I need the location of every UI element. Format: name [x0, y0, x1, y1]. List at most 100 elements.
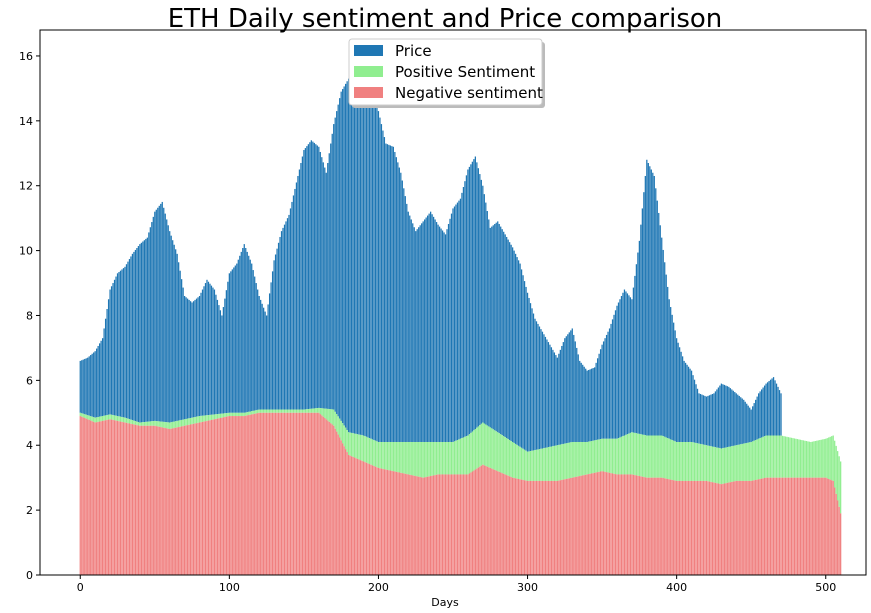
positive-sentiment-bar	[817, 440, 819, 478]
positive-sentiment-bar	[680, 441, 682, 481]
price-bar	[596, 358, 599, 440]
positive-sentiment-bar	[741, 443, 743, 481]
negative-sentiment-bar	[725, 483, 727, 575]
price-bar	[564, 338, 566, 444]
positive-sentiment-bar	[161, 421, 163, 428]
positive-sentiment-bar	[175, 421, 177, 428]
negative-sentiment-bar	[182, 426, 184, 575]
positive-sentiment-bar	[333, 409, 335, 426]
negative-sentiment-bar	[175, 427, 177, 575]
positive-sentiment-bar	[777, 435, 779, 478]
positive-sentiment-bar	[389, 441, 392, 471]
price-bar	[88, 356, 90, 416]
positive-sentiment-bar	[449, 441, 451, 475]
price-bar	[342, 89, 344, 424]
price-bar	[716, 389, 718, 448]
negative-sentiment-bar	[820, 477, 822, 575]
negative-sentiment-bar	[492, 469, 494, 575]
negative-sentiment-bar	[655, 477, 657, 575]
price-bar	[397, 162, 399, 442]
positive-sentiment-bar	[155, 421, 157, 427]
price-bar	[315, 144, 317, 409]
price-bar	[231, 269, 233, 413]
positive-sentiment-bar	[556, 445, 559, 481]
negative-sentiment-bar	[322, 416, 324, 575]
positive-sentiment-bar	[285, 409, 287, 413]
price-bar	[665, 274, 667, 438]
price-bar	[619, 299, 621, 438]
positive-sentiment-bar	[392, 441, 394, 472]
price-bar	[562, 342, 564, 444]
negative-sentiment-bar	[234, 416, 236, 575]
price-bar	[617, 302, 620, 439]
positive-sentiment-bar	[546, 447, 548, 481]
price-bar	[576, 347, 578, 442]
price-bar	[310, 140, 312, 409]
positive-sentiment-bar	[100, 416, 102, 422]
price-bar	[446, 229, 448, 442]
price-bar	[658, 212, 660, 436]
positive-sentiment-bar	[826, 438, 828, 479]
positive-sentiment-bar	[705, 445, 708, 481]
price-bar	[673, 322, 675, 441]
negative-sentiment-bar	[646, 477, 648, 575]
positive-sentiment-bar	[410, 441, 412, 476]
negative-sentiment-bar	[374, 466, 377, 575]
positive-sentiment-bar	[534, 450, 536, 481]
negative-sentiment-bar	[729, 482, 731, 575]
negative-sentiment-bar	[678, 480, 681, 575]
positive-sentiment-bar	[419, 441, 421, 478]
positive-sentiment-bar	[136, 421, 138, 426]
positive-sentiment-bar	[212, 414, 214, 420]
price-bar	[431, 214, 433, 442]
positive-sentiment-bar	[228, 412, 230, 417]
negative-sentiment-bar	[330, 423, 332, 575]
negative-sentiment-bar	[85, 418, 87, 575]
positive-sentiment-bar	[774, 435, 776, 478]
negative-sentiment-bar	[543, 480, 545, 575]
price-bar	[228, 273, 230, 413]
price-bar	[731, 389, 733, 447]
positive-sentiment-bar	[248, 411, 250, 416]
negative-sentiment-bar	[365, 462, 368, 575]
positive-sentiment-bar	[358, 434, 360, 460]
positive-sentiment-bar	[356, 434, 359, 459]
price-bar	[109, 289, 111, 415]
price-bar	[161, 201, 163, 422]
negative-sentiment-bar	[453, 474, 456, 575]
negative-sentiment-bar	[128, 423, 131, 575]
negative-sentiment-bar	[640, 476, 642, 575]
positive-sentiment-bar	[192, 417, 195, 424]
price-bar	[759, 391, 761, 439]
price-bar	[200, 292, 202, 416]
positive-sentiment-bar	[801, 440, 803, 478]
price-bar	[468, 166, 471, 435]
price-bar	[729, 388, 731, 447]
price-bar	[300, 163, 302, 410]
negative-sentiment-bar	[705, 480, 708, 575]
negative-sentiment-bar	[115, 420, 117, 575]
positive-sentiment-bar	[131, 420, 134, 425]
positive-sentiment-bar	[678, 441, 681, 481]
positive-sentiment-bar	[807, 441, 809, 478]
negative-sentiment-bar	[441, 474, 444, 575]
y-tick-label: 8	[26, 309, 33, 322]
price-bar	[240, 251, 242, 413]
price-bar	[573, 334, 575, 442]
price-bar	[491, 226, 493, 429]
price-bar	[580, 362, 582, 442]
negative-sentiment-bar	[286, 412, 289, 575]
price-bar	[261, 303, 263, 410]
negative-sentiment-bar	[681, 480, 684, 575]
negative-sentiment-bar	[619, 474, 621, 575]
positive-sentiment-bar	[497, 432, 499, 472]
price-bar	[434, 219, 436, 442]
price-bar	[746, 403, 748, 443]
positive-sentiment-bar	[473, 430, 475, 471]
chart-title: ETH Daily sentiment and Price comparison	[168, 4, 723, 34]
price-bar	[516, 257, 518, 445]
negative-sentiment-bar	[579, 476, 581, 575]
y-tick-label: 6	[26, 374, 33, 387]
negative-sentiment-bar	[189, 424, 192, 575]
price-bar	[462, 187, 465, 438]
